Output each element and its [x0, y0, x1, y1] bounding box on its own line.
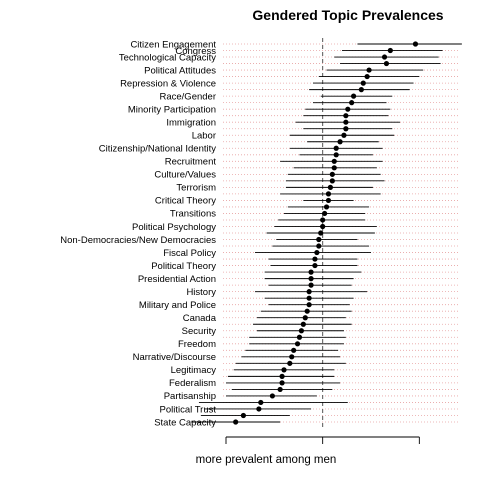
point-estimate: [320, 223, 326, 230]
topic-label: Citizen Engagement: [130, 39, 216, 50]
topic-label: Technological Capacity: [119, 52, 216, 63]
topic-label: Security: [182, 326, 217, 337]
point-estimate: [256, 406, 262, 412]
point-estimate: [364, 73, 370, 80]
point-estimates: [233, 41, 419, 425]
point-estimate: [358, 87, 364, 93]
point-estimate: [258, 399, 264, 406]
point-estimate: [343, 126, 349, 132]
point-estimate: [304, 308, 310, 314]
point-estimate: [351, 93, 357, 99]
point-estimate: [322, 210, 328, 217]
topic-label: Congress: [175, 46, 216, 57]
topic-label: Partisanship: [164, 391, 216, 402]
topic-labels: Citizen EngagementCongressTechnological …: [60, 39, 216, 428]
point-estimate: [306, 295, 312, 301]
chart-title: Gendered Topic Prevalences: [252, 7, 443, 23]
point-estimate: [316, 236, 322, 243]
topic-label: State Capacity: [154, 417, 216, 428]
point-estimate: [296, 334, 303, 340]
topic-label: Political Theory: [151, 261, 216, 272]
topic-label: Terrorism: [176, 183, 216, 194]
point-estimate: [333, 145, 339, 151]
point-estimate: [360, 80, 366, 86]
point-estimate: [312, 262, 318, 269]
point-estimate: [381, 54, 388, 60]
point-estimate: [337, 139, 343, 145]
point-estimate: [333, 152, 339, 158]
point-estimate: [233, 419, 239, 425]
topic-label: Immigration: [166, 118, 216, 129]
topic-label: Minority Participation: [128, 104, 216, 115]
point-estimate: [325, 191, 332, 197]
topic-label: Canada: [183, 313, 217, 324]
point-estimate: [383, 60, 390, 67]
point-estimate: [279, 373, 285, 379]
topic-label: Labor: [192, 131, 216, 142]
point-estimate: [341, 132, 347, 138]
point-estimate: [308, 269, 314, 275]
point-estimate: [323, 204, 330, 210]
point-estimate: [308, 276, 314, 282]
point-estimate: [294, 341, 301, 347]
x-axis-label: more prevalent among men: [196, 454, 337, 466]
topic-label: Transitions: [170, 209, 216, 220]
point-estimate: [331, 165, 337, 171]
point-estimate: [316, 243, 322, 249]
point-estimate: [281, 367, 287, 373]
point-estimate: [327, 184, 333, 190]
point-estimate: [320, 217, 326, 223]
point-estimate: [331, 158, 337, 164]
point-estimate: [325, 197, 332, 204]
topic-label: Presidential Action: [138, 274, 216, 285]
point-estimate: [343, 113, 349, 119]
point-estimate: [314, 249, 320, 256]
topic-label: Critical Theory: [155, 196, 216, 207]
topic-label: Political Trust: [160, 404, 217, 415]
topic-label: Military and Police: [139, 300, 216, 311]
topic-label: Culture/Values: [154, 170, 216, 181]
point-estimate: [366, 67, 372, 73]
point-estimate: [306, 289, 312, 295]
point-estimate: [387, 47, 393, 54]
point-estimate: [279, 380, 285, 386]
x-axis: [225, 436, 420, 444]
topic-label: History: [186, 287, 216, 298]
topic-label: Legitimacy: [171, 365, 217, 376]
topic-label: Race/Gender: [159, 91, 216, 102]
topic-label: Narrative/Discourse: [133, 352, 216, 363]
point-estimate: [345, 106, 351, 112]
topic-label: Political Attitudes: [144, 65, 216, 76]
point-estimate: [289, 354, 295, 360]
point-estimate: [329, 171, 335, 177]
point-estimate: [349, 100, 355, 106]
point-estimate: [306, 302, 312, 308]
point-estimate: [269, 393, 275, 399]
point-estimate: [329, 178, 335, 184]
point-estimate: [343, 119, 349, 125]
point-estimate: [412, 41, 419, 47]
topic-label: Fiscal Policy: [163, 248, 216, 259]
point-estimate: [312, 256, 318, 262]
point-estimate: [318, 230, 324, 236]
topic-label: Repression & Violence: [120, 78, 216, 89]
point-estimate: [291, 347, 297, 353]
point-estimate: [302, 315, 308, 321]
point-estimate: [240, 412, 246, 419]
topic-label: Federalism: [169, 378, 216, 389]
topic-label: Freedom: [178, 339, 216, 350]
topic-label: Non-Democracies/New Democracies: [60, 235, 216, 246]
topic-label: Recruitment: [165, 157, 217, 168]
topic-label: Political Psychology: [132, 222, 216, 233]
point-estimate: [287, 360, 293, 366]
topic-label: Citizenship/National Identity: [99, 144, 216, 155]
point-estimate: [308, 282, 314, 288]
point-estimate: [277, 386, 283, 393]
point-estimate: [298, 328, 304, 334]
point-estimate: [300, 321, 306, 327]
